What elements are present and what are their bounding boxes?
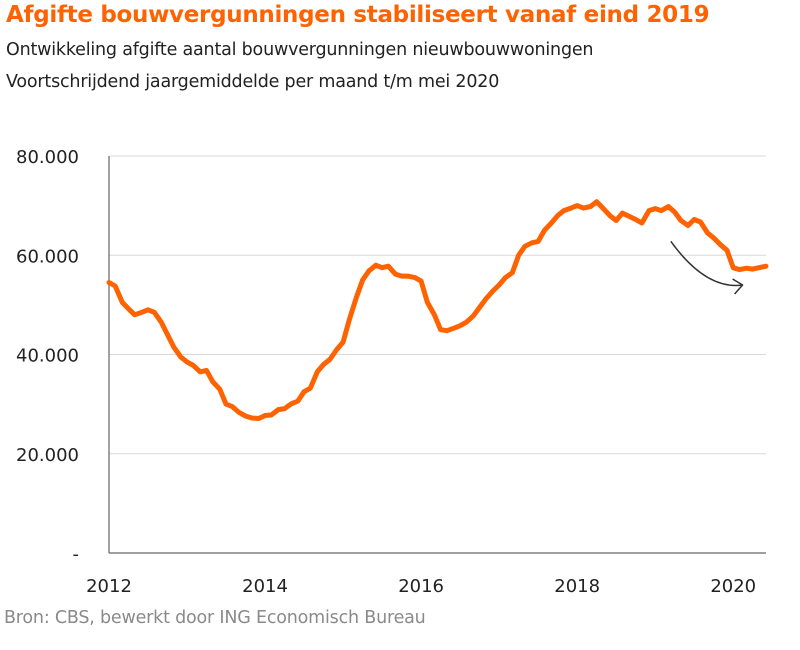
x-tick-label: 2012 — [86, 576, 132, 597]
y-tick-label: 80.000 — [16, 147, 79, 168]
x-tick-label: 2020 — [710, 576, 756, 597]
x-tick-label: 2014 — [242, 576, 288, 597]
line-chart: - 20.000 40.000 60.000 80.000 2012 2014 2016 201… — [16, 147, 769, 597]
x-tick-label: 2016 — [398, 576, 444, 597]
source-note: Bron: CBS, bewerkt door ING Economisch B… — [4, 608, 426, 628]
x-tick-label: 2018 — [554, 576, 600, 597]
series-line — [106, 199, 769, 421]
chart-subtitle-period: Voortschrijdend jaargemiddelde per maand… — [6, 72, 500, 92]
chart-title: Afgifte bouwvergunningen stabiliseert va… — [6, 2, 710, 28]
y-tick-label: 40.000 — [16, 346, 79, 367]
y-tick-label: - — [73, 544, 80, 565]
annotation-arrowhead — [732, 278, 744, 295]
y-tick-label: 60.000 — [16, 246, 79, 267]
chart-subtitle: Ontwikkeling afgifte aantal bouwvergunni… — [6, 40, 594, 60]
y-tick-label: 20.000 — [16, 445, 79, 466]
annotation-arrow — [670, 240, 743, 287]
